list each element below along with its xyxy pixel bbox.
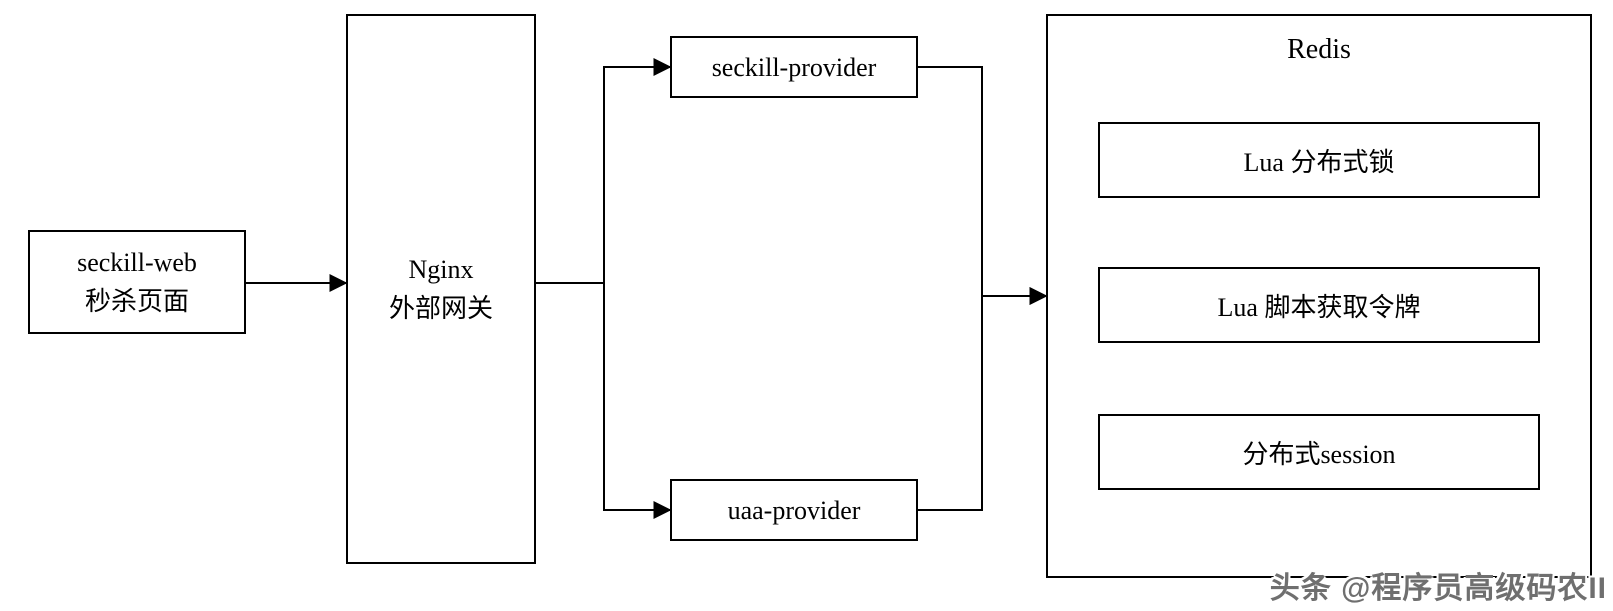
redis-title: Redis <box>1048 34 1590 66</box>
node-seckill-web-sub: 秒杀页面 <box>85 282 189 321</box>
redis-item-lua-token: Lua 脚本获取令牌 <box>1098 267 1540 343</box>
edge-nginx-to-seckill-provider <box>536 67 670 283</box>
node-seckill-web: seckill-web 秒杀页面 <box>28 230 246 334</box>
edge-uaa-provider-to-redis <box>918 296 1046 510</box>
node-seckill-provider: seckill-provider <box>670 36 918 98</box>
node-seckill-provider-label: seckill-provider <box>712 48 877 87</box>
node-uaa-provider-label: uaa-provider <box>728 491 861 530</box>
edge-nginx-to-uaa-provider <box>536 283 670 510</box>
node-nginx-title: Nginx <box>409 250 474 289</box>
node-seckill-web-title: seckill-web <box>77 243 197 282</box>
watermark: 头条 @程序员高级码农II <box>1270 563 1607 607</box>
node-nginx: Nginx 外部网关 <box>346 14 536 564</box>
redis-item-lua-lock: Lua 分布式锁 <box>1098 122 1540 198</box>
node-uaa-provider: uaa-provider <box>670 479 918 541</box>
redis-item-session: 分布式session <box>1098 414 1540 490</box>
redis-item-lua-lock-label: Lua 分布式锁 <box>1244 142 1395 179</box>
redis-item-lua-token-label: Lua 脚本获取令牌 <box>1218 287 1421 324</box>
diagram-canvas: seckill-web 秒杀页面 Nginx 外部网关 seckill-prov… <box>0 0 1613 611</box>
edge-seckill-provider-to-redis <box>918 67 1046 296</box>
node-nginx-sub: 外部网关 <box>389 289 493 328</box>
redis-item-session-label: 分布式session <box>1242 434 1395 471</box>
